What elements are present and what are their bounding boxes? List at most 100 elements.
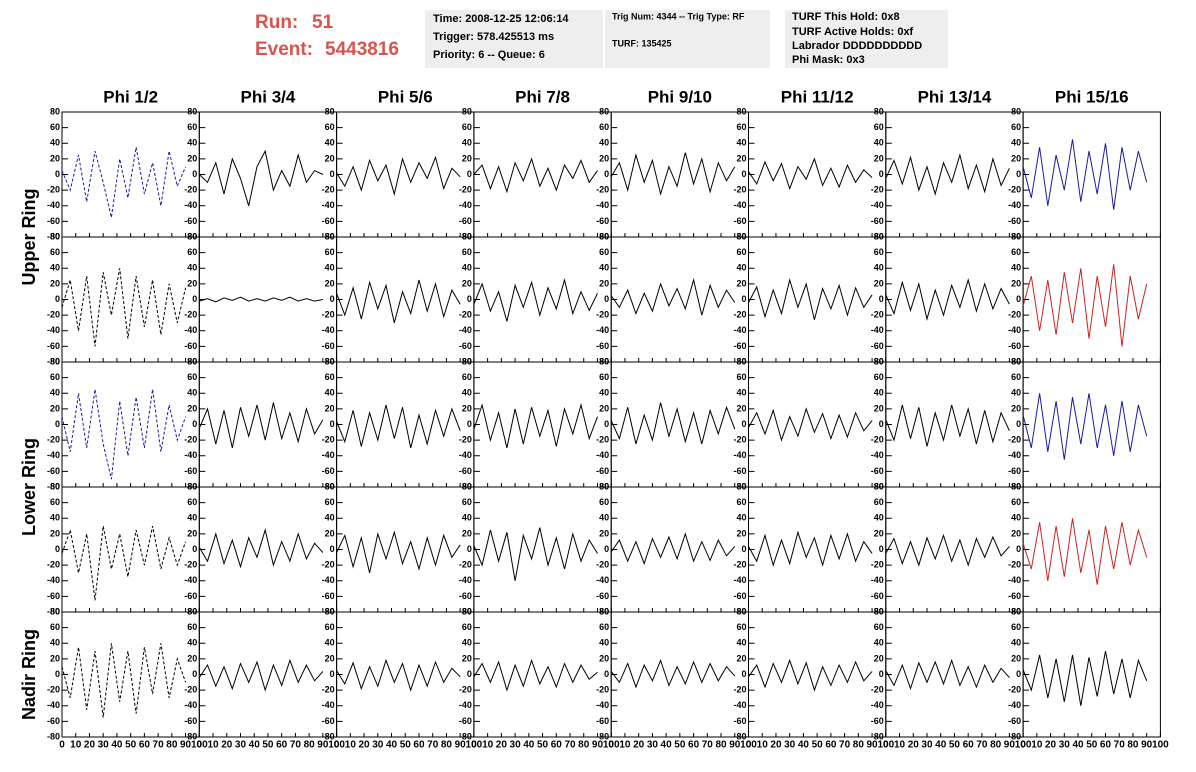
y-tick-label: 0 <box>879 294 884 304</box>
y-tick-label: -40 <box>184 200 197 210</box>
y-tick-label: 60 <box>736 372 746 382</box>
waveform <box>885 404 1010 447</box>
row-header: Upper Ring <box>19 189 39 286</box>
y-tick-label: 0 <box>55 669 60 679</box>
waveform <box>885 153 1010 196</box>
waveform <box>61 525 187 601</box>
y-tick-label: 40 <box>874 263 884 273</box>
y-tick-label: 0 <box>1016 294 1021 304</box>
x-tick-label: 80 <box>578 740 590 751</box>
panel-frame <box>748 361 887 488</box>
y-tick-label: 40 <box>50 388 60 398</box>
y-tick-label: 20 <box>874 403 884 413</box>
x-tick-label: 0 <box>197 740 203 751</box>
y-tick-label: -80 <box>596 231 609 241</box>
waveform <box>336 155 461 196</box>
y-tick-label: -80 <box>459 481 472 491</box>
y-tick-label: 80 <box>325 356 335 366</box>
info-line: Priority: 6 -- Queue: 6 <box>433 49 545 61</box>
run-number: 51 <box>312 12 334 33</box>
y-tick-label: -80 <box>596 606 609 616</box>
y-tick-label: 40 <box>50 513 60 523</box>
panel-frame <box>336 111 475 238</box>
y-tick-label: 20 <box>462 278 472 288</box>
y-tick-label: -40 <box>733 700 746 710</box>
x-tick-label: 80 <box>166 740 178 751</box>
y-tick-label: -80 <box>459 356 472 366</box>
y-tick-label: -40 <box>596 700 609 710</box>
waveform <box>61 389 187 480</box>
y-tick-label: 20 <box>599 653 609 663</box>
y-tick-label: 0 <box>741 294 746 304</box>
y-tick-label: 0 <box>467 544 472 554</box>
y-tick-label: 0 <box>55 169 60 179</box>
info-line: Phi Mask: 0x3 <box>792 54 865 66</box>
y-tick-label: -60 <box>733 216 746 226</box>
y-tick-label: 80 <box>599 231 609 241</box>
y-tick-label: 40 <box>736 388 746 398</box>
x-tick-label: 90 <box>592 740 604 751</box>
y-tick-label: 40 <box>874 388 884 398</box>
y-tick-label: -40 <box>322 325 335 335</box>
y-tick-label: 60 <box>1011 497 1021 507</box>
y-tick-label: 20 <box>736 528 746 538</box>
y-tick-label: 0 <box>192 169 197 179</box>
y-tick-label: -80 <box>596 356 609 366</box>
info-line: Trig Num: 4344 -- Trig Type: RF <box>612 11 745 21</box>
y-tick-label: -40 <box>871 700 884 710</box>
y-tick-label: -80 <box>871 606 884 616</box>
panel-frame <box>61 236 200 363</box>
y-tick-label: -20 <box>871 310 884 320</box>
y-tick-label: -40 <box>733 450 746 460</box>
y-tick-label: 40 <box>50 138 60 148</box>
x-tick-label: 70 <box>153 740 165 751</box>
y-tick-label: -80 <box>1008 481 1021 491</box>
y-tick-label: 20 <box>187 403 197 413</box>
x-tick-label: 80 <box>441 740 453 751</box>
waveform <box>473 278 598 322</box>
y-tick-label: -20 <box>47 310 60 320</box>
x-tick-label: 0 <box>1020 740 1026 751</box>
x-tick-label: 50 <box>949 740 961 751</box>
y-tick-label: -20 <box>871 435 884 445</box>
y-tick-label: 20 <box>187 528 197 538</box>
waveform <box>473 527 598 581</box>
y-tick-label: -20 <box>871 560 884 570</box>
y-tick-label: 40 <box>462 263 472 273</box>
waveform <box>199 296 323 303</box>
y-tick-label: -80 <box>184 356 197 366</box>
y-tick-label: -60 <box>1008 216 1021 226</box>
y-tick-label: 20 <box>874 278 884 288</box>
x-tick-label: 100 <box>603 740 620 751</box>
y-tick-label: -40 <box>733 575 746 585</box>
y-tick-label: 40 <box>325 388 335 398</box>
y-tick-label: 20 <box>50 278 60 288</box>
x-tick-label: 70 <box>290 740 302 751</box>
y-tick-label: -80 <box>322 231 335 241</box>
y-tick-label: -80 <box>1008 606 1021 616</box>
waveform <box>336 530 461 574</box>
panel-frame <box>748 111 887 238</box>
y-tick-label: 60 <box>325 622 335 632</box>
y-tick-label: -80 <box>459 606 472 616</box>
y-tick-label: -60 <box>1008 466 1021 476</box>
y-tick-label: 80 <box>50 606 60 616</box>
y-tick-label: -60 <box>47 341 60 351</box>
y-tick-label: -60 <box>322 466 335 476</box>
y-tick-label: -60 <box>596 716 609 726</box>
x-tick-label: 50 <box>674 740 686 751</box>
y-tick-label: -80 <box>322 731 335 741</box>
y-tick-label: 40 <box>462 513 472 523</box>
y-tick-label: 40 <box>736 513 746 523</box>
y-tick-label: -60 <box>733 466 746 476</box>
y-tick-label: -40 <box>47 575 60 585</box>
x-tick-label: 20 <box>908 740 920 751</box>
y-tick-label: -60 <box>871 216 884 226</box>
y-tick-label: 60 <box>325 497 335 507</box>
y-tick-label: -20 <box>184 185 197 195</box>
y-tick-label: -40 <box>322 700 335 710</box>
x-tick-label: 10 <box>619 740 631 751</box>
info-line: Labrador DDDDDDDDDD <box>792 40 922 52</box>
y-tick-label: 80 <box>1011 231 1021 241</box>
y-tick-label: -80 <box>733 231 746 241</box>
